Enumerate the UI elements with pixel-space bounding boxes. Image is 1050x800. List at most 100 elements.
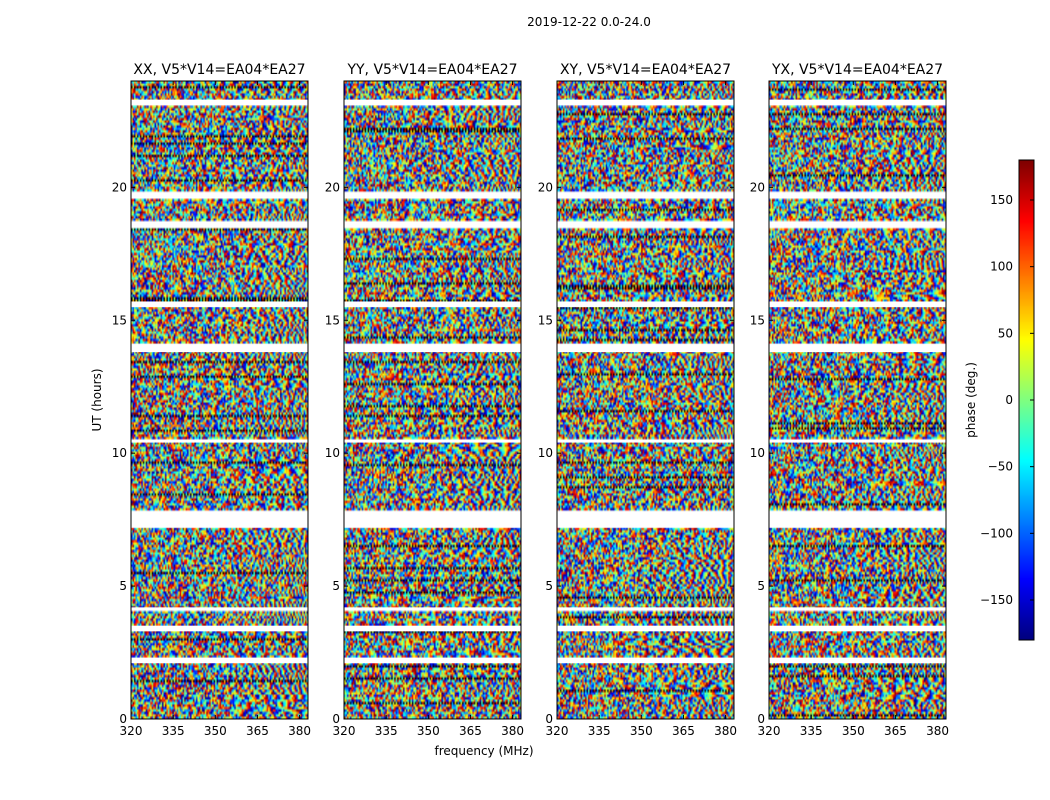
- x-tick-label: 365: [246, 724, 269, 738]
- colorbar-tick-label: 100: [990, 260, 1013, 274]
- data-gap: [557, 301, 734, 307]
- x-tick-label: 380: [288, 724, 311, 738]
- x-tick-label: 320: [546, 724, 569, 738]
- panel-frame: [130, 80, 309, 720]
- data-gap: [344, 439, 521, 443]
- x-tick-label: 320: [333, 724, 356, 738]
- data-gap: [344, 657, 521, 664]
- y-axis-label: UT (hours): [90, 368, 104, 431]
- data-gap: [769, 344, 946, 353]
- x-tick-label: 335: [375, 724, 398, 738]
- colorbar-tick-label: −50: [988, 460, 1013, 474]
- data-gap: [557, 657, 734, 664]
- data-gap: [131, 221, 308, 228]
- y-tick-label: 0: [757, 712, 765, 726]
- data-gap: [557, 439, 734, 443]
- y-tick-label: 5: [545, 579, 553, 593]
- y-tick-label: 20: [325, 180, 340, 194]
- x-tick-label: 350: [842, 724, 865, 738]
- panel-title: XX, V5*V14=EA04*EA27: [133, 62, 305, 78]
- data-gap: [557, 192, 734, 198]
- y-tick-label: 10: [325, 446, 340, 460]
- data-gap: [344, 221, 521, 228]
- x-tick-label: 335: [588, 724, 611, 738]
- data-gap: [131, 625, 308, 632]
- panel-2: YY, V5*V14=EA04*EA27 320 335 350 365 380 0 5 10 1…: [325, 62, 524, 738]
- y-tick-label: 15: [325, 313, 340, 327]
- y-tick-label: 15: [538, 313, 553, 327]
- colorbar-tick-label: 50: [998, 326, 1013, 340]
- data-gap: [769, 657, 946, 664]
- colorbar-ticks: −150 −100 −50 0 50 100 150: [980, 193, 1034, 607]
- x-tick-label: 365: [459, 724, 482, 738]
- data-gap: [557, 511, 734, 528]
- colorbar-tick-label: 0: [1005, 393, 1013, 407]
- data-gap: [344, 99, 521, 105]
- panel-frame: [343, 80, 522, 720]
- colorbar-tick-label: −100: [980, 526, 1013, 540]
- y-tick-label: 20: [538, 180, 553, 194]
- data-gap: [769, 99, 946, 105]
- y-tick-label: 10: [538, 446, 553, 460]
- phase-heatmap: [557, 81, 734, 719]
- data-gap: [557, 221, 734, 228]
- data-gap: [344, 344, 521, 353]
- x-tick-label: 380: [714, 724, 737, 738]
- panel-3: XY, V5*V14=EA04*EA27 320 335 350 365 380 0 5 10 1…: [538, 62, 737, 738]
- data-gap: [131, 657, 308, 664]
- data-gap: [769, 221, 946, 228]
- phase-heatmap: [769, 81, 946, 719]
- colorbar-tick-label: −150: [980, 593, 1013, 607]
- x-tick-label: 335: [162, 724, 185, 738]
- x-tick-label: 335: [800, 724, 823, 738]
- x-tick-label: 365: [884, 724, 907, 738]
- panel-title: YY, V5*V14=EA04*EA27: [346, 62, 517, 78]
- data-gap: [769, 511, 946, 528]
- data-gap: [769, 439, 946, 443]
- data-gap: [344, 625, 521, 632]
- data-gap: [557, 344, 734, 353]
- panel-title: YX, V5*V14=EA04*EA27: [771, 62, 943, 78]
- colorbar-label: phase (deg.): [964, 362, 978, 438]
- data-gap: [557, 99, 734, 105]
- x-tick-label: 350: [630, 724, 653, 738]
- y-tick-label: 20: [750, 180, 765, 194]
- figure-title: 2019-12-22 0.0-24.0: [527, 15, 651, 29]
- data-gap: [769, 625, 946, 632]
- data-gap: [557, 625, 734, 632]
- y-tick-label: 5: [332, 579, 340, 593]
- x-tick-label: 380: [501, 724, 524, 738]
- data-gap: [344, 607, 521, 611]
- x-tick-label: 350: [417, 724, 440, 738]
- data-gap: [131, 607, 308, 611]
- phase-heatmap: [344, 81, 521, 719]
- y-tick-label: 20: [112, 180, 127, 194]
- data-gap: [131, 511, 308, 528]
- y-tick-label: 10: [750, 446, 765, 460]
- colorbar-tick-label: 150: [990, 193, 1013, 207]
- x-tick-label: 320: [120, 724, 143, 738]
- phase-heatmap: [131, 81, 308, 719]
- data-gap: [131, 439, 308, 443]
- x-tick-label: 380: [926, 724, 949, 738]
- panel-1: XX, V5*V14=EA04*EA27 320 335 350 365 380 0 5 10 1…: [112, 62, 311, 738]
- y-tick-label: 15: [112, 313, 127, 327]
- y-tick-label: 0: [119, 712, 127, 726]
- data-gap: [344, 192, 521, 198]
- data-gap: [769, 192, 946, 198]
- data-gap: [131, 301, 308, 307]
- data-gap: [557, 607, 734, 611]
- y-tick-label: 15: [750, 313, 765, 327]
- colorbar: −150 −100 −50 0 50 100 150 phase (deg.): [964, 159, 1035, 641]
- panel-4: YX, V5*V14=EA04*EA27 320 335 350 365 380 0 5 10 1…: [750, 62, 949, 738]
- y-tick-label: 5: [119, 579, 127, 593]
- x-tick-label: 350: [204, 724, 227, 738]
- y-tick-label: 5: [757, 579, 765, 593]
- data-gap: [344, 301, 521, 307]
- y-tick-label: 10: [112, 446, 127, 460]
- data-gap: [131, 192, 308, 198]
- y-tick-label: 0: [332, 712, 340, 726]
- x-axis-label: frequency (MHz): [434, 744, 533, 758]
- panels: XX, V5*V14=EA04*EA27 320 335 350 365 380 0 5 10 1…: [112, 62, 949, 738]
